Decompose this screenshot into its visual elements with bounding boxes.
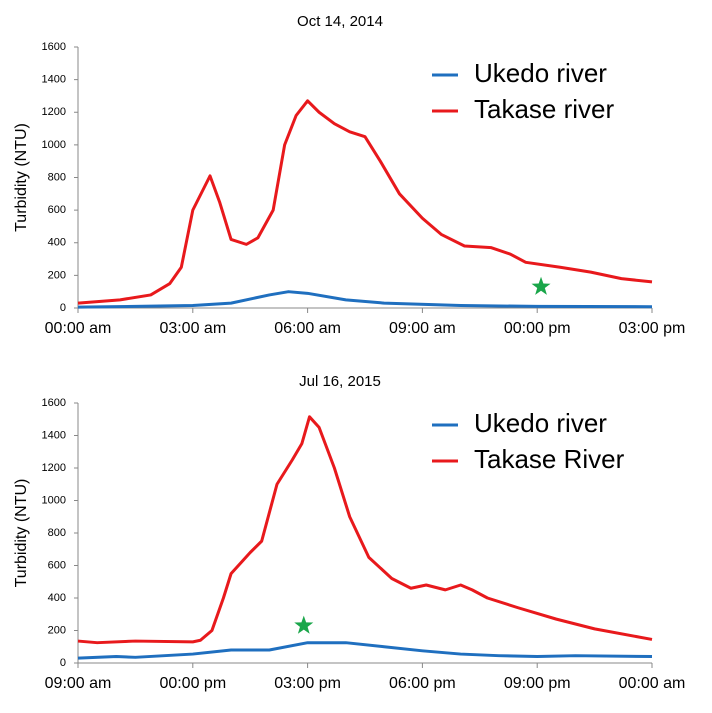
x-tick-label: 00:00 am — [45, 320, 112, 337]
y-tick-label: 0 — [60, 657, 66, 669]
y-tick-label: 1400 — [42, 74, 66, 86]
y-axis-label: Turbidity (NTU) — [13, 479, 30, 588]
legend-label: Takase river — [474, 94, 614, 124]
y-tick-label: 1600 — [42, 397, 66, 409]
x-tick-label: 06:00 pm — [389, 675, 456, 692]
legend-label: Takase River — [474, 444, 625, 474]
x-tick-label: 00:00 pm — [504, 320, 571, 337]
y-tick-label: 1400 — [42, 429, 66, 441]
y-tick-label: 1600 — [42, 41, 66, 53]
y-tick-label: 1000 — [42, 139, 66, 151]
data-line — [77, 415, 653, 645]
chart-title: Oct 14, 2014 — [297, 13, 383, 30]
x-tick-label: 09:00 am — [45, 675, 112, 692]
x-tick-label: 09:00 pm — [504, 675, 571, 692]
y-tick-label: 0 — [60, 302, 66, 314]
y-tick-label: 800 — [48, 527, 66, 539]
y-tick-label: 1200 — [42, 462, 66, 474]
x-tick-label: 03:00 pm — [619, 320, 686, 337]
y-tick-label: 400 — [48, 592, 66, 604]
star-marker — [531, 276, 551, 295]
data-line — [77, 290, 653, 309]
star-marker — [294, 615, 314, 634]
data-line — [77, 99, 653, 305]
y-tick-label: 200 — [48, 269, 66, 281]
y-tick-label: 200 — [48, 624, 66, 636]
legend-label: Ukedo river — [474, 58, 607, 88]
y-tick-label: 400 — [48, 237, 66, 249]
y-tick-label: 800 — [48, 171, 66, 183]
y-axis-label: Turbidity (NTU) — [13, 123, 30, 232]
x-tick-label: 03:00 pm — [274, 675, 341, 692]
x-tick-label: 09:00 am — [389, 320, 456, 337]
x-tick-label: 03:00 am — [159, 320, 226, 337]
y-tick-label: 600 — [48, 204, 66, 216]
x-tick-label: 06:00 am — [274, 320, 341, 337]
y-tick-label: 600 — [48, 559, 66, 571]
y-tick-label: 1000 — [42, 494, 66, 506]
data-line — [77, 641, 653, 660]
legend-label: Ukedo river — [474, 408, 607, 438]
x-tick-label: 00:00 pm — [159, 675, 226, 692]
x-tick-label: 00:00 am — [619, 675, 686, 692]
chart-title: Jul 16, 2015 — [299, 373, 381, 390]
y-tick-label: 1200 — [42, 106, 66, 118]
